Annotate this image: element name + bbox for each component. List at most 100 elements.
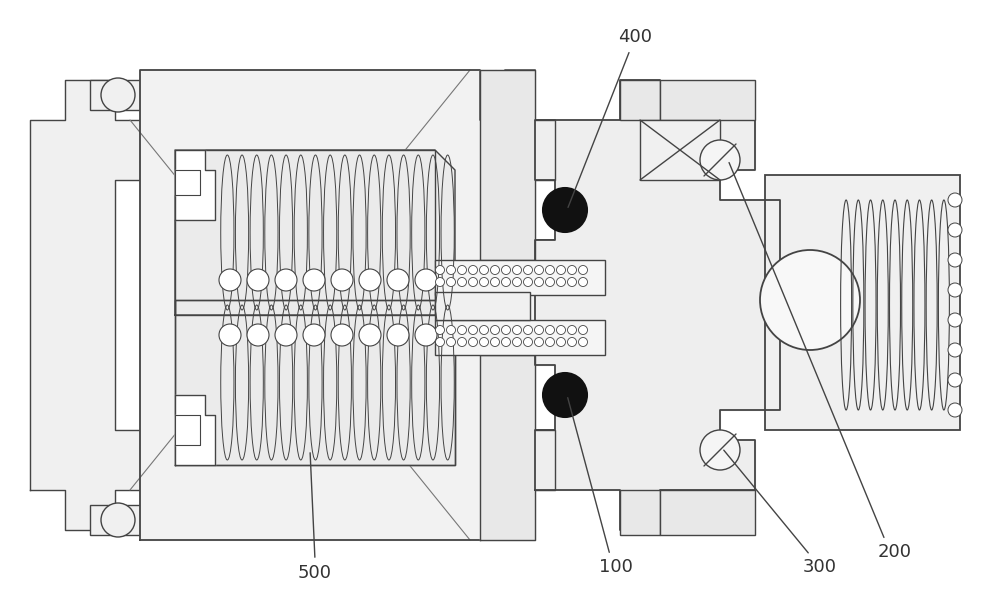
Circle shape [534,265,544,275]
Circle shape [948,283,962,297]
Circle shape [524,265,532,275]
Bar [90,80,145,110]
Circle shape [415,269,437,291]
Circle shape [446,337,456,346]
Circle shape [219,324,241,346]
Circle shape [468,326,478,334]
Circle shape [948,313,962,327]
Circle shape [556,265,566,275]
Circle shape [546,326,554,334]
Circle shape [247,324,269,346]
Circle shape [490,337,500,346]
Circle shape [446,278,456,287]
Circle shape [331,324,353,346]
Circle shape [524,278,532,287]
Polygon shape [175,150,215,220]
Text: 200: 200 [878,543,912,561]
Circle shape [436,265,444,275]
Circle shape [502,337,511,346]
Circle shape [543,188,587,232]
Circle shape [446,265,456,275]
Circle shape [546,265,554,275]
Circle shape [543,373,587,417]
Circle shape [303,269,325,291]
Circle shape [948,253,962,267]
Bar [175,300,455,465]
Polygon shape [175,170,200,195]
Circle shape [480,278,488,287]
Polygon shape [30,80,140,530]
Circle shape [512,326,522,334]
Bar [435,292,530,320]
Circle shape [247,269,269,291]
Circle shape [700,430,740,470]
Polygon shape [535,80,780,530]
Bar [435,260,605,295]
Circle shape [578,326,588,334]
Circle shape [524,326,532,334]
Circle shape [700,140,740,180]
Text: 400: 400 [618,28,652,46]
Circle shape [458,326,466,334]
Bar [620,80,660,120]
Bar [620,490,660,535]
Circle shape [480,326,488,334]
Circle shape [578,265,588,275]
Circle shape [512,278,522,287]
Circle shape [524,337,532,346]
Circle shape [458,337,466,346]
Circle shape [101,78,135,112]
Polygon shape [175,395,215,465]
Circle shape [534,278,544,287]
Circle shape [490,278,500,287]
Circle shape [568,326,576,334]
Circle shape [275,324,297,346]
Circle shape [219,269,241,291]
Polygon shape [175,150,455,315]
Text: 300: 300 [803,558,837,576]
Circle shape [275,269,297,291]
Circle shape [436,326,444,334]
Circle shape [568,265,576,275]
Circle shape [458,278,466,287]
Polygon shape [175,415,200,445]
Circle shape [387,324,409,346]
Bar [660,80,755,120]
Bar [660,490,755,535]
Circle shape [436,278,444,287]
Circle shape [331,269,353,291]
Bar [175,150,435,315]
Circle shape [303,324,325,346]
Circle shape [512,337,522,346]
Circle shape [490,326,500,334]
Polygon shape [140,70,555,540]
Circle shape [387,269,409,291]
Circle shape [568,337,576,346]
Bar [90,505,145,535]
Polygon shape [175,300,455,465]
Circle shape [578,337,588,346]
Circle shape [490,265,500,275]
Circle shape [446,326,456,334]
Circle shape [502,326,511,334]
Circle shape [480,265,488,275]
Circle shape [458,265,466,275]
Circle shape [948,193,962,207]
Polygon shape [480,70,555,260]
Bar [435,320,605,355]
Circle shape [468,337,478,346]
Bar [640,120,720,180]
Circle shape [512,265,522,275]
Circle shape [436,337,444,346]
Circle shape [502,278,511,287]
Circle shape [948,403,962,417]
Bar [765,175,960,430]
Circle shape [101,503,135,537]
Circle shape [546,337,554,346]
Circle shape [556,326,566,334]
Circle shape [480,337,488,346]
Circle shape [468,278,478,287]
Circle shape [546,278,554,287]
Circle shape [415,324,437,346]
Text: 500: 500 [298,564,332,582]
